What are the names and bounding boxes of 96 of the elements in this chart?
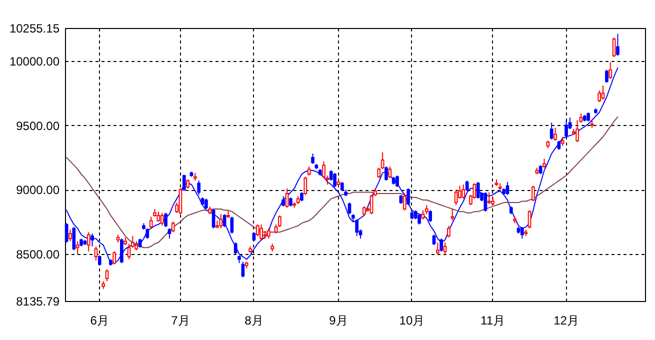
candlestick — [406, 188, 410, 206]
x-tick-label: 8月 — [244, 314, 264, 328]
candlestick — [436, 242, 440, 255]
candlestick — [484, 192, 488, 212]
line-series — [66, 67, 618, 264]
candlestick — [241, 261, 245, 278]
x-tick-label: 10月 — [399, 314, 425, 328]
candlestick — [171, 221, 175, 233]
candlestick — [164, 212, 168, 228]
candlestick — [186, 178, 190, 189]
candlestick — [462, 184, 466, 200]
line-series — [66, 116, 618, 248]
candlestick — [222, 214, 226, 228]
candlestick — [487, 192, 491, 204]
candlestick — [586, 112, 590, 122]
candlestick — [156, 211, 160, 222]
candlestick — [300, 192, 304, 202]
candlestick — [402, 193, 406, 211]
y-tick-label: 9000.00 — [16, 183, 60, 198]
candlestick — [149, 216, 153, 229]
candlestick — [160, 212, 164, 226]
candlestick — [182, 175, 186, 192]
x-tick-label: 9月 — [329, 314, 348, 328]
candlestick — [564, 120, 568, 138]
candlestick — [86, 232, 90, 252]
candlestick — [266, 228, 270, 240]
y-tick-label: 8500.00 — [16, 248, 60, 262]
candlestick — [388, 166, 392, 179]
candlestick — [94, 246, 98, 262]
candlestick — [168, 228, 172, 240]
candlestick — [520, 226, 524, 240]
candlestick — [362, 206, 366, 216]
candlestick — [384, 166, 388, 182]
y-tick-label: 10255.15 — [9, 22, 60, 36]
candlestick — [282, 196, 286, 207]
candlestick — [432, 234, 436, 246]
candlestick — [532, 185, 535, 202]
candlestick — [285, 188, 289, 208]
candlestick — [538, 164, 542, 175]
candlestick — [560, 136, 564, 146]
candlestick — [399, 194, 403, 204]
candlestick — [476, 181, 480, 200]
candlestick — [396, 175, 399, 188]
candlestick — [348, 202, 352, 215]
candlestick — [605, 69, 608, 84]
candlestick — [105, 269, 109, 282]
candlestick — [554, 127, 557, 142]
y-tick-label: 9500.00 — [16, 118, 60, 133]
x-tick-label: 7月 — [171, 314, 190, 328]
candlestick — [212, 208, 216, 229]
candlestick — [454, 189, 458, 206]
candlestick — [608, 62, 612, 80]
candlestick — [260, 224, 263, 240]
candlestick — [289, 196, 292, 207]
candlestick — [307, 166, 311, 176]
candlestick — [557, 140, 561, 150]
candlestick — [542, 158, 546, 168]
candlestick — [76, 240, 80, 255]
candlestick — [90, 232, 94, 247]
candlestick — [252, 232, 256, 242]
candlestick — [219, 214, 223, 229]
candlestick — [256, 224, 260, 237]
x-tick-label: 6月 — [90, 314, 109, 328]
candlestick — [612, 37, 616, 58]
candlestick — [98, 254, 102, 266]
candlestick — [230, 216, 234, 234]
candlestick — [440, 238, 444, 252]
y-tick-label: 10000.00 — [9, 54, 60, 68]
candlestick — [428, 210, 432, 222]
candlestick — [506, 181, 510, 196]
candlestick — [598, 90, 602, 103]
candlestick — [311, 153, 314, 164]
candlestick — [576, 120, 579, 143]
candlestick — [550, 122, 554, 140]
candlestick — [234, 242, 238, 255]
candlestick — [450, 208, 454, 222]
y-tick-label: 8135.79 — [16, 294, 60, 308]
candlestick — [304, 176, 308, 196]
candlestick — [68, 229, 72, 242]
candlestick — [443, 242, 447, 256]
candlestick — [72, 226, 76, 251]
candlestick — [112, 251, 116, 265]
candlestick — [447, 225, 450, 238]
candlestick — [333, 172, 336, 188]
candlestick — [204, 198, 208, 210]
candlestick — [465, 180, 469, 192]
x-tick-label: 12月 — [554, 314, 579, 328]
candlestick — [178, 188, 182, 215]
candlestick — [528, 210, 532, 229]
candlestick — [64, 222, 68, 243]
candlestick — [138, 238, 142, 248]
candlestick — [616, 33, 620, 56]
x-tick-label: 11月 — [480, 314, 506, 328]
candlestick — [418, 214, 421, 225]
candlestick — [601, 84, 605, 100]
candlestick — [197, 180, 201, 196]
